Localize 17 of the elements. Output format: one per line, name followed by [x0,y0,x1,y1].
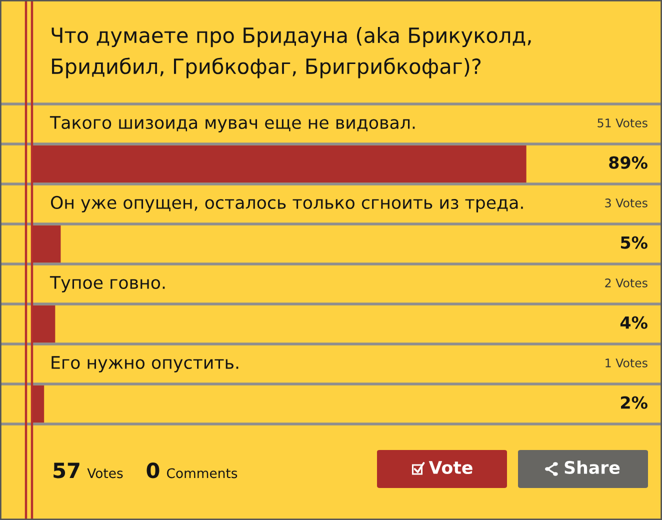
data-label: 5% [620,236,648,249]
text: 3 Votes [605,198,648,208]
data-label: 4% [620,316,648,329]
chart-title: Что думаете про Бридауна (aka Брикуколд, Бридибил, Грибкофаг, Бригрибкофаг)? [52,27,531,78]
text: 51 Votes [598,118,648,128]
text: 2 Votes [605,278,648,288]
text: Vote [428,461,472,474]
data-label: 89% [609,156,648,169]
y-tick-label: Такого шизоида мувач еще не видовал. [50,116,415,132]
text: 0 Comments [146,462,238,478]
y-tick-label: Его нужно опустить. [52,356,238,372]
data-label: 2% [621,396,648,409]
text: 57 Votes [54,462,123,478]
y-tick-label: Он уже опущен, осталось только сгноить из треда. [50,196,523,212]
y-tick-label: Тупое говно. [50,276,165,292]
text: Share [564,460,620,474]
text: 1 Votes [606,358,648,368]
